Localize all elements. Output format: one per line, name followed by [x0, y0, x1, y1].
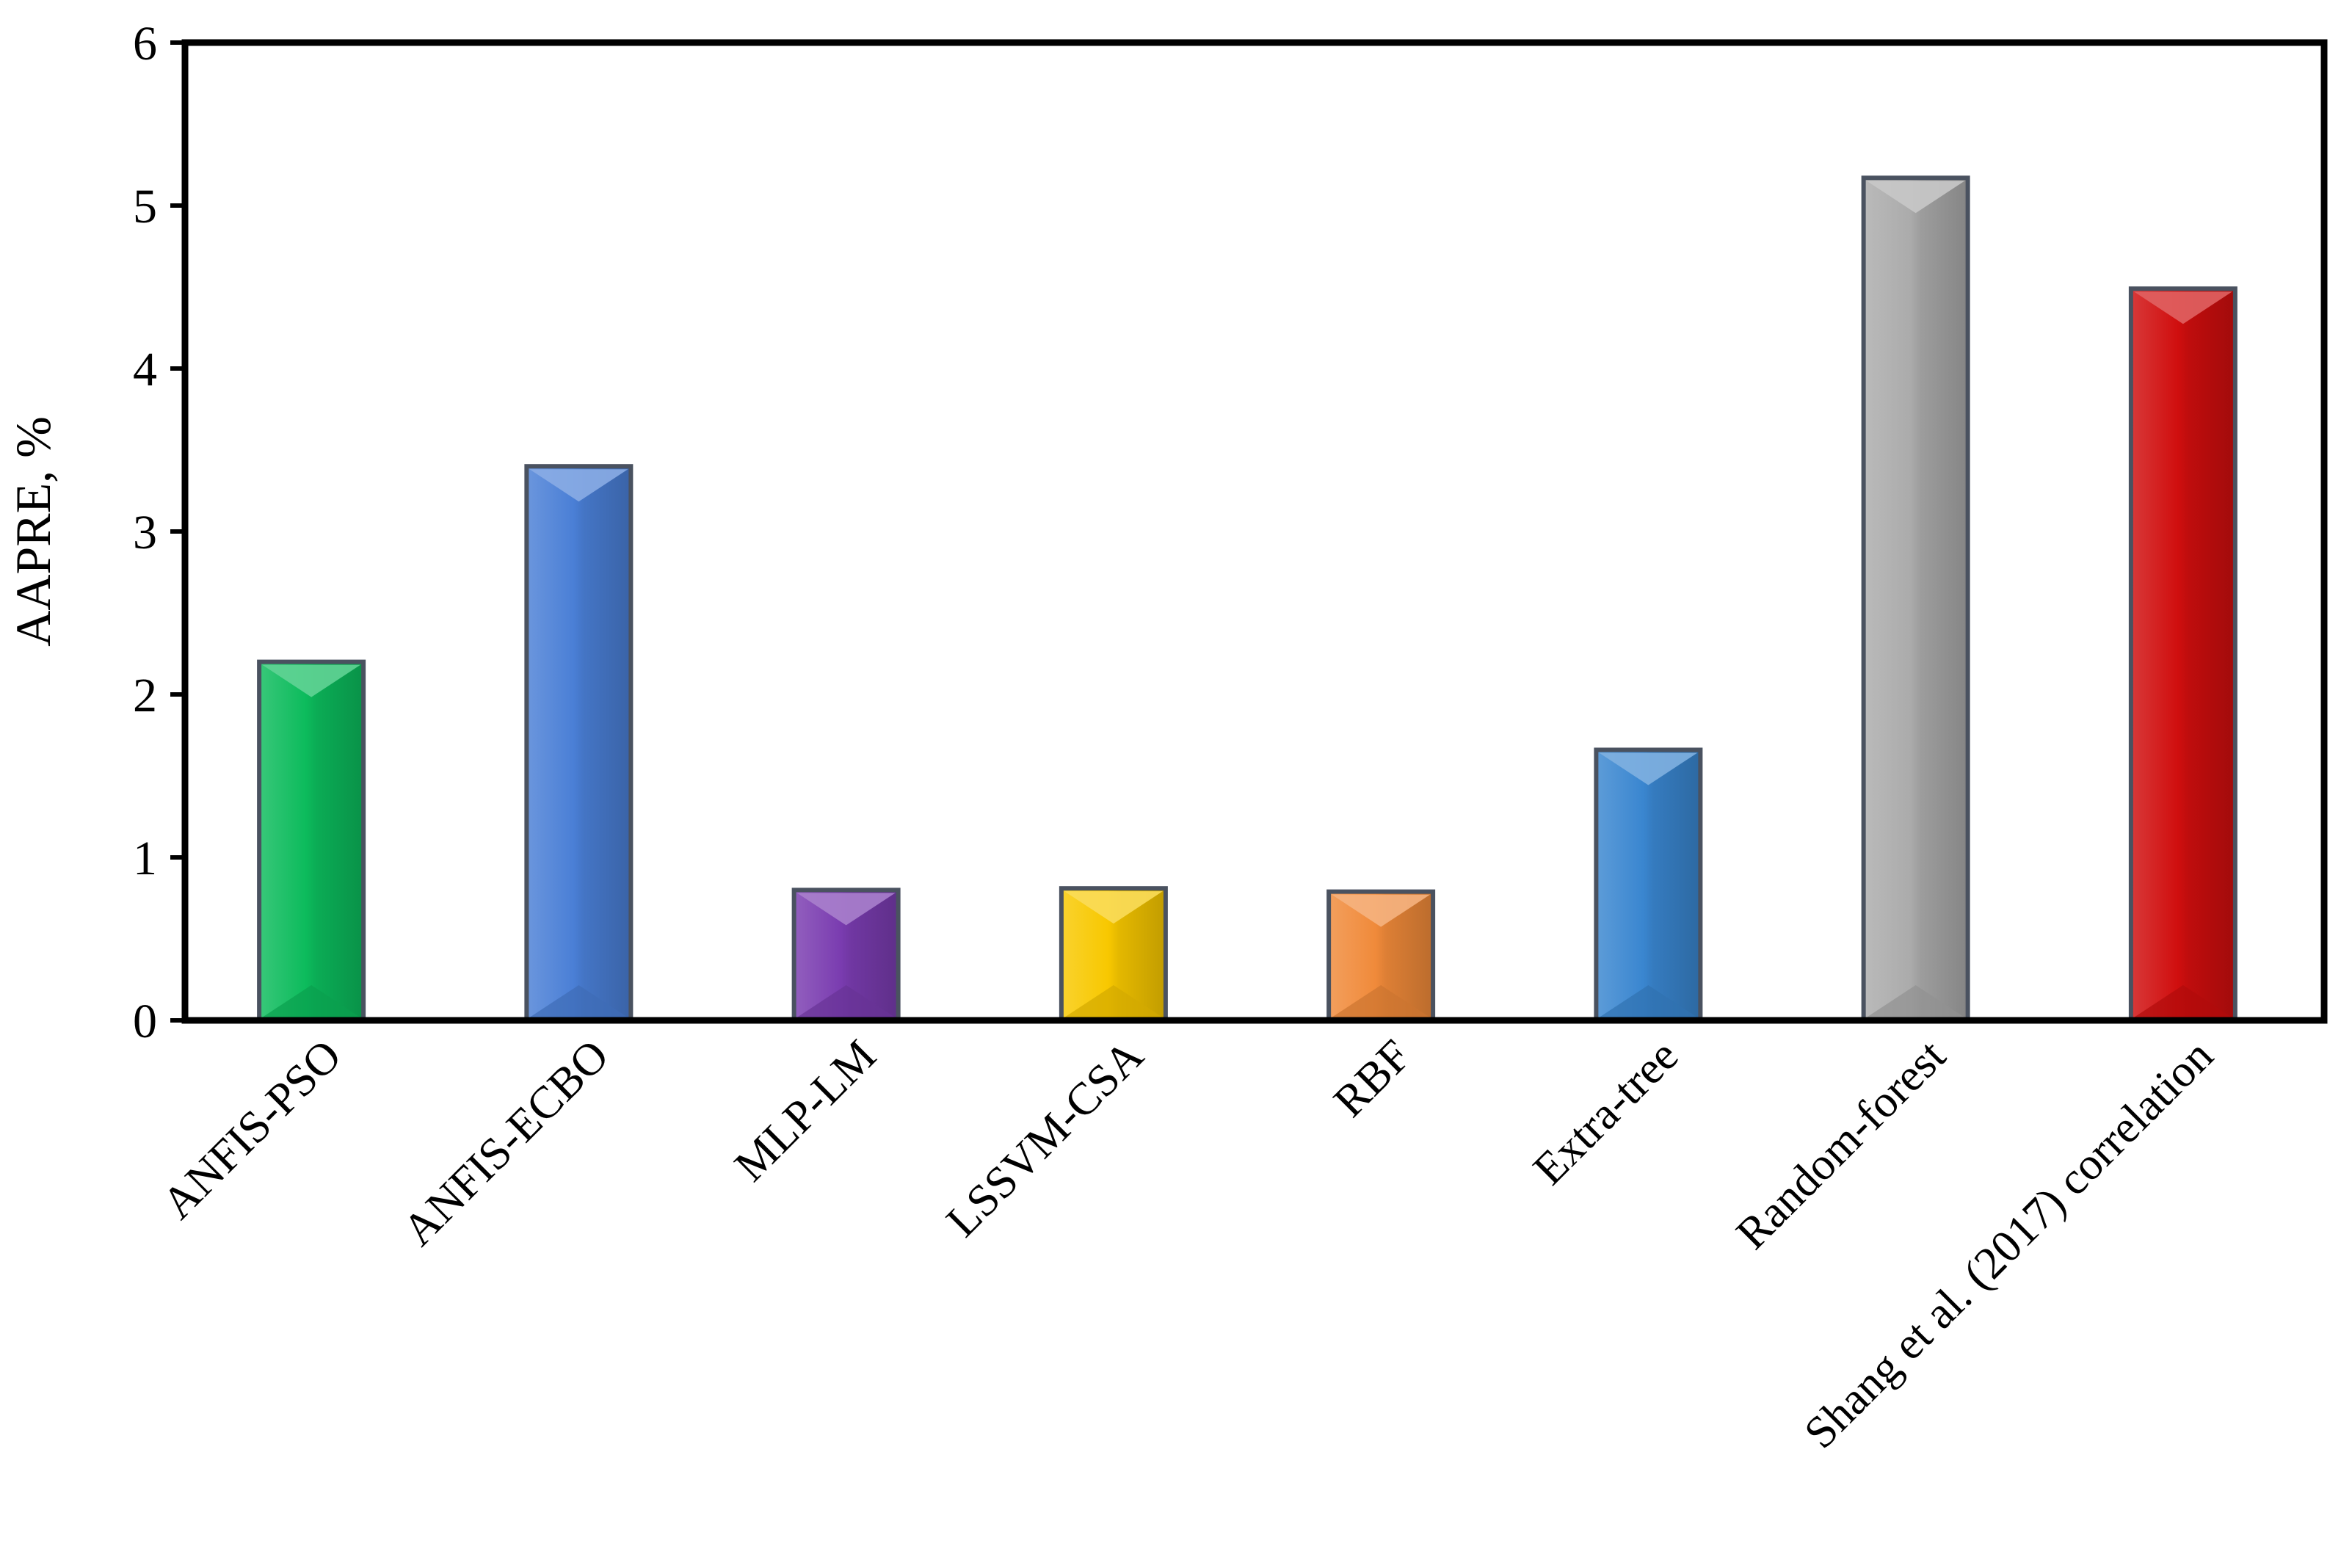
bar-bevel-top: [1332, 894, 1431, 927]
bar: [791, 888, 901, 1023]
bar: [1861, 175, 1970, 1023]
y-tick-label: 0: [133, 995, 157, 1048]
bar-bevel-bottom: [1599, 985, 1698, 1017]
bar-bevel-top: [1064, 891, 1163, 924]
bar: [257, 659, 366, 1023]
y-axis: 0 1 2 3 4 5 6: [133, 17, 185, 1048]
bar-bevel-bottom: [1332, 985, 1431, 1017]
y-tick-label: 6: [133, 17, 157, 70]
bar-bevel-bottom: [1866, 985, 1965, 1017]
y-tick-label: 1: [133, 832, 157, 885]
bar-body: [524, 464, 634, 1023]
y-tick-label: 2: [133, 669, 157, 722]
bar: [1326, 889, 1436, 1023]
y-tick-label: 4: [133, 343, 157, 396]
bar-bevel-bottom: [529, 985, 628, 1017]
bar: [2128, 286, 2237, 1023]
bar-bevel-bottom: [2133, 985, 2232, 1017]
bar-bevel-top: [262, 664, 361, 697]
bar-bevel-top: [1599, 752, 1698, 785]
bar: [524, 464, 634, 1023]
bar-bevel-bottom: [1064, 985, 1163, 1017]
bar-bevel-bottom: [796, 985, 896, 1017]
bar: [1594, 747, 1703, 1023]
bar-bevel-top: [1866, 181, 1965, 214]
bar-bevel-bottom: [262, 985, 361, 1017]
bar-bevel-top: [2133, 291, 2232, 324]
bar-body: [257, 659, 366, 1023]
y-tick-label: 3: [133, 506, 157, 559]
bar: [1059, 886, 1168, 1023]
bar-body: [2128, 286, 2237, 1023]
bar-body: [1861, 175, 1970, 1023]
bar-body: [1594, 747, 1703, 1023]
bars-group: [257, 175, 2237, 1023]
bar-bevel-top: [796, 893, 896, 926]
y-axis-title: AAPRE, %: [5, 416, 61, 647]
bar-bevel-top: [529, 469, 628, 502]
y-tick-label: 5: [133, 180, 157, 233]
